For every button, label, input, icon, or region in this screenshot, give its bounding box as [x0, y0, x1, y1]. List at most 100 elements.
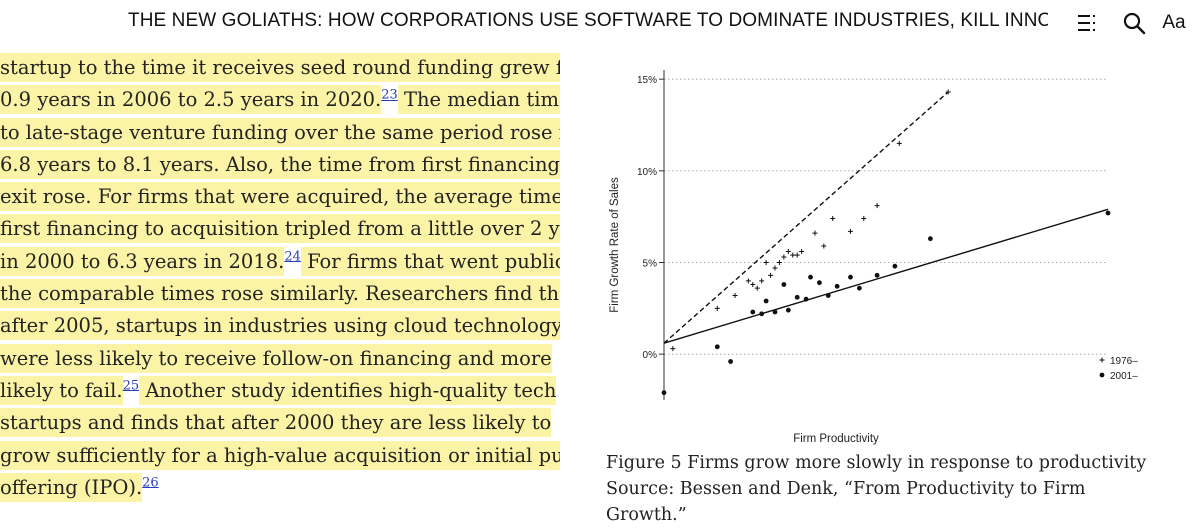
- search-icon[interactable]: [1118, 8, 1150, 38]
- dot-point: [1105, 210, 1111, 216]
- plus-point: [732, 293, 738, 298]
- figure-caption: Figure 5 Firms grow more slowly in respo…: [606, 450, 1166, 528]
- text-line: 6.8 years to 8.1 years. Also, the time f…: [0, 149, 560, 181]
- text-line: the comparable times rose similarly. Res…: [0, 278, 560, 310]
- fit-line: [663, 208, 1109, 344]
- text-line: in 2000 to 6.3 years in 2018.24 For firm…: [0, 246, 560, 278]
- plus-point: [763, 260, 769, 265]
- highlighted-text: in 2000 to 6.3 years in 2018.: [0, 246, 285, 276]
- plus-point: [945, 89, 951, 95]
- legend-label: 1976–2000: [1110, 356, 1138, 367]
- highlighted-text: startup to the time it receives seed rou…: [0, 53, 560, 82]
- plus-point: [821, 243, 827, 249]
- fit-line: [663, 91, 949, 344]
- text-line: exit rose. For firms that were acquired,…: [0, 181, 560, 213]
- y-tick-label: 10%: [637, 167, 657, 178]
- plus-point: [830, 216, 836, 221]
- plus-point: [799, 249, 805, 254]
- footnote-link[interactable]: 26: [142, 475, 159, 491]
- text-line: offering (IPO).26: [0, 472, 560, 504]
- highlighted-text: startups and finds that after 2000 they …: [0, 408, 552, 438]
- plus-point: [847, 228, 853, 234]
- font-settings-icon[interactable]: Aa: [1162, 12, 1186, 33]
- legend-label: 2001–2017: [1110, 371, 1138, 382]
- plus-point: [794, 252, 800, 258]
- highlighted-text: Another study identifies high-quality te…: [139, 375, 557, 405]
- plus-point: [896, 140, 902, 146]
- highlighted-text: grow sufficiently for a high-value acqui…: [0, 440, 560, 470]
- dot-point: [848, 274, 853, 280]
- plus-point: [861, 216, 867, 221]
- text-line: startup to the time it receives seed rou…: [0, 52, 560, 84]
- plus-point: [759, 278, 765, 284]
- dot-point: [928, 236, 933, 242]
- text-line: startups and finds that after 2000 they …: [0, 407, 560, 439]
- highlighted-text: were less likely to receive follow-on fi…: [0, 343, 552, 373]
- highlighted-text: For firms that went public,: [300, 246, 560, 276]
- dot-point: [763, 298, 769, 304]
- text-line: likely to fail.25 Another study identifi…: [0, 375, 560, 407]
- legend-plus-marker: [1099, 357, 1105, 363]
- y-tick-label: 0%: [643, 350, 658, 361]
- y-tick-label: 5%: [643, 259, 658, 270]
- highlighted-text: offering (IPO).: [0, 472, 143, 502]
- caption-title: Figure 5 Firms grow more slowly in respo…: [606, 453, 1147, 473]
- legend-dot-marker: [1099, 372, 1105, 378]
- highlighted-text: to late-stage venture funding over the s…: [0, 117, 560, 147]
- plus-point: [754, 285, 760, 291]
- book-title: THE NEW GOLIATHS: HOW CORPORATIONS USE S…: [128, 10, 1048, 31]
- text-line: 0.9 years in 2006 to 2.5 years in 2020.2…: [0, 84, 560, 116]
- text-line: were less likely to receive follow-on fi…: [0, 343, 560, 375]
- dot-point: [808, 274, 813, 280]
- highlighted-text: first financing to acquisition tripled f…: [0, 214, 560, 244]
- highlighted-text: the comparable times rose similarly. Res…: [0, 279, 560, 309]
- plus-point: [874, 203, 880, 209]
- plus-point: [745, 278, 751, 284]
- plus-point: [768, 272, 774, 278]
- plus-point: [772, 265, 778, 271]
- highlighted-text: 0.9 years in 2006 to 2.5 years in 2020.: [0, 85, 382, 115]
- dot-point: [728, 359, 733, 364]
- y-axis-label: Firm Growth Rate of Sales: [609, 177, 621, 313]
- dot-point: [892, 263, 898, 269]
- toc-icon[interactable]: [1072, 8, 1104, 38]
- plus-point: [785, 249, 791, 254]
- footnote-link[interactable]: 24: [284, 249, 301, 265]
- dot-point: [817, 280, 822, 286]
- highlighted-text: after 2005, startups in industries using…: [0, 311, 560, 341]
- plus-point: [812, 230, 818, 236]
- dot-point: [794, 294, 800, 300]
- dot-point: [781, 282, 787, 287]
- highlighted-text: 6.8 years to 8.1 years. Also, the time f…: [0, 149, 560, 179]
- text-line: after 2005, startups in industries using…: [0, 310, 560, 342]
- y-tick-label: 15%: [637, 75, 657, 86]
- plus-point: [776, 260, 782, 265]
- highlighted-text: likely to fail.: [0, 375, 123, 405]
- plus-point: [750, 282, 756, 287]
- dot-point: [772, 309, 778, 315]
- dot-point: [785, 307, 791, 313]
- figure-5-chart: 0% 5% 10% 15% Firm Growth Rate of Sales Firm …: [609, 70, 1138, 445]
- body-text: startup to the time it receives seed rou…: [0, 52, 560, 504]
- plus-point: [714, 305, 720, 311]
- footnote-link[interactable]: 25: [122, 378, 140, 394]
- x-axis-label: Firm Productivity: [793, 433, 879, 445]
- dot-point: [759, 311, 765, 317]
- caption-source: Source: Bessen and Denk, “From Productiv…: [606, 479, 1086, 525]
- dot-point: [874, 272, 880, 278]
- text-line: to late-stage venture funding over the s…: [0, 117, 560, 149]
- plus-point: [670, 346, 676, 352]
- top-bar: THE NEW GOLIATHS: HOW CORPORATIONS USE S…: [0, 0, 1200, 46]
- dot-point: [714, 344, 720, 350]
- dot-point: [834, 283, 840, 289]
- highlighted-text: The median time: [397, 85, 560, 115]
- dot-point: [825, 293, 831, 298]
- dot-point: [803, 296, 809, 302]
- plus-point: [790, 252, 796, 258]
- dot-point: [661, 390, 667, 396]
- text-line: grow sufficiently for a high-value acqui…: [0, 440, 560, 472]
- highlighted-text: exit rose. For firms that were acquired,…: [0, 182, 560, 212]
- dot-point: [856, 285, 862, 291]
- dot-point: [750, 309, 756, 315]
- footnote-link[interactable]: 23: [381, 87, 398, 103]
